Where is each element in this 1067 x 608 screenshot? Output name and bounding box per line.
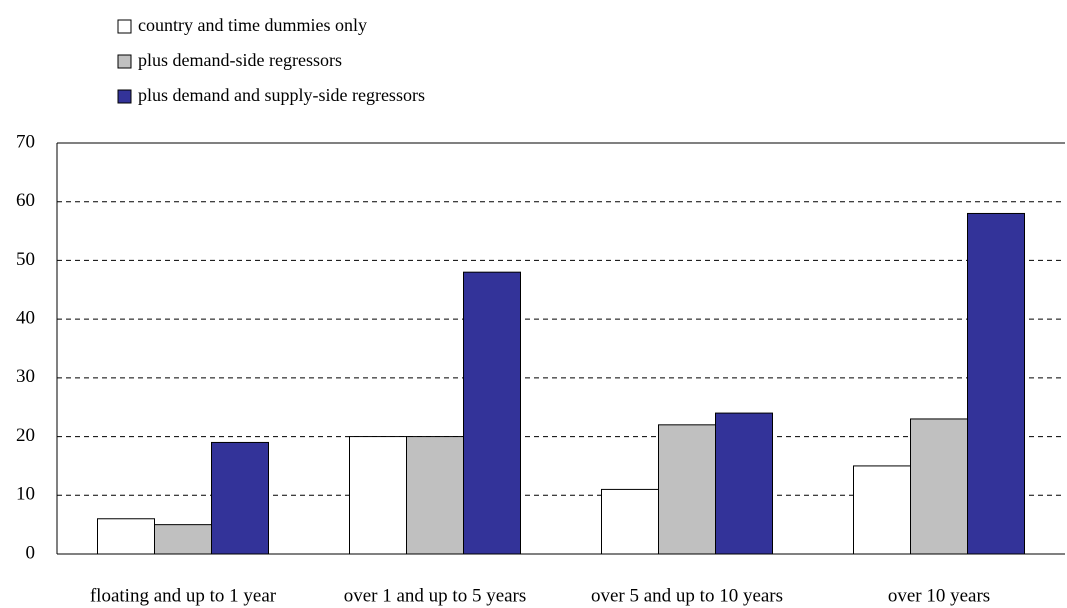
y-tick-label: 20 <box>16 425 35 446</box>
bar <box>154 524 212 555</box>
y-tick-label: 30 <box>16 366 35 387</box>
bar <box>97 518 155 555</box>
bar <box>406 436 464 555</box>
bar <box>211 441 269 555</box>
y-tick-label: 70 <box>16 131 35 152</box>
x-tick-label: floating and up to 1 year <box>90 585 277 606</box>
y-tick-label: 40 <box>16 308 35 329</box>
bar <box>967 212 1025 555</box>
bar <box>349 436 407 555</box>
legend-label: country and time dummies only <box>138 15 367 35</box>
bar <box>853 465 911 555</box>
y-tick-label: 60 <box>16 190 35 211</box>
x-tick-label: over 5 and up to 10 years <box>591 585 783 606</box>
legend-label: plus demand and supply-side regressors <box>138 85 425 105</box>
y-tick-label: 0 <box>26 542 36 563</box>
legend-swatch <box>117 19 132 34</box>
bar <box>601 488 659 555</box>
bar <box>715 412 773 555</box>
y-tick-label: 10 <box>16 484 35 505</box>
bar <box>658 424 716 555</box>
x-tick-label: over 1 and up to 5 years <box>344 585 527 606</box>
legend-swatch <box>117 54 132 69</box>
legend-label: plus demand-side regressors <box>138 50 342 70</box>
legend-swatch <box>117 89 132 104</box>
x-tick-label: over 10 years <box>888 585 990 606</box>
y-tick-label: 50 <box>16 249 35 270</box>
bar <box>463 271 521 555</box>
bar <box>910 418 968 555</box>
